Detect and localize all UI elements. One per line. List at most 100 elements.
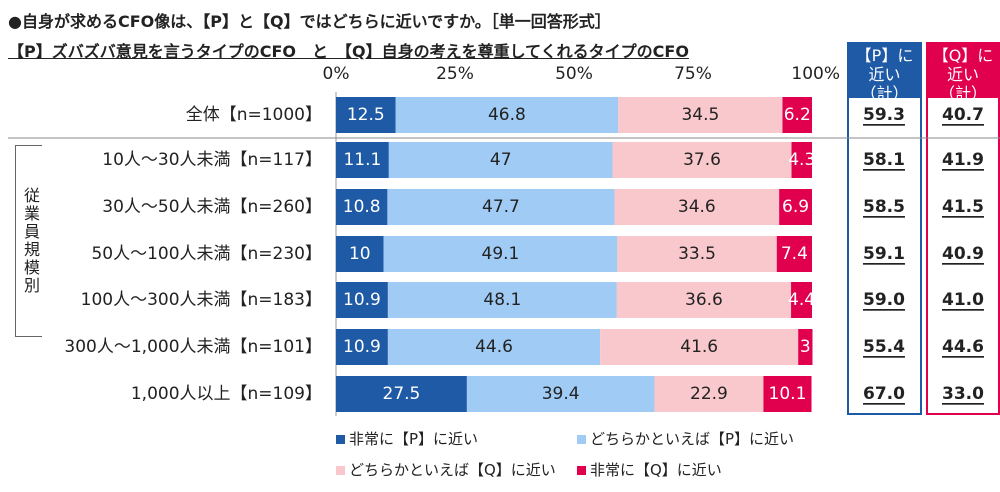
bar-value-label: 27.5 xyxy=(383,384,421,404)
bar-value-label: 3 xyxy=(800,337,811,357)
category-label: 10人～30人未満【n=117】 xyxy=(102,150,322,170)
bar-segment xyxy=(779,189,812,225)
bar-value-label: 47 xyxy=(490,150,512,170)
q-total-value: 33.0 xyxy=(942,384,984,404)
legend-label: 非常に【Q】に近い xyxy=(590,461,722,479)
q-total-value: 44.6 xyxy=(942,337,984,357)
bar-segment xyxy=(616,282,792,318)
legend-item-very-p: 非常に【P】に近い xyxy=(336,428,478,449)
bar-segment xyxy=(336,189,388,225)
p-total-value: 55.4 xyxy=(863,337,905,357)
bar-value-label: 4.3 xyxy=(788,150,815,170)
bar-segment xyxy=(466,376,655,412)
p-total-value: 58.5 xyxy=(863,197,905,217)
bar-value-label: 10 xyxy=(349,244,371,264)
bar-segment xyxy=(614,189,780,225)
bar-value-label: 49.1 xyxy=(482,244,520,264)
legend-swatch xyxy=(336,435,345,444)
bar-segment xyxy=(336,282,388,318)
bar-segment xyxy=(791,282,812,318)
x-tick-label: 50% xyxy=(555,64,593,84)
x-tick-label: 25% xyxy=(436,64,474,84)
bar-segment xyxy=(336,376,467,412)
legend-swatch xyxy=(336,466,345,475)
p-total-value: 58.1 xyxy=(863,150,905,170)
bar-segment xyxy=(763,376,812,412)
bar-value-label: 33.5 xyxy=(678,244,716,264)
category-label: 50人～100人未満【n=230】 xyxy=(91,244,322,264)
bar-value-label: 34.5 xyxy=(681,105,719,125)
q-total-value: 41.0 xyxy=(942,290,984,310)
legend-swatch xyxy=(577,435,586,444)
legend-swatch xyxy=(577,466,586,475)
bar-value-label: 48.1 xyxy=(483,290,521,310)
bar-value-label: 47.7 xyxy=(482,197,520,217)
p-total-value: 67.0 xyxy=(863,384,905,404)
legend-item-some-p: どちらかといえば【P】に近い xyxy=(577,428,794,449)
bar-value-label: 12.5 xyxy=(347,105,385,125)
bar-segment xyxy=(617,236,777,272)
bar-value-label: 39.4 xyxy=(542,384,580,404)
bar-value-label: 41.6 xyxy=(680,337,718,357)
p-total-value: 59.1 xyxy=(863,244,905,264)
q-total-value: 40.7 xyxy=(942,105,984,125)
bar-segment xyxy=(776,236,812,272)
q-total-value: 41.9 xyxy=(942,150,984,170)
bar-segment xyxy=(336,97,396,133)
bar-segment xyxy=(654,376,764,412)
bar-value-label: 36.6 xyxy=(685,290,723,310)
bar-value-label: 7.4 xyxy=(781,244,808,264)
p-total-header: 【P】に近い（計） xyxy=(849,44,920,103)
bar-value-label: 10.1 xyxy=(769,384,807,404)
bar-segment xyxy=(336,236,384,272)
category-label: 100人～300人未満【n=183】 xyxy=(81,290,322,310)
legend-item-some-q: どちらかといえば【Q】に近い xyxy=(336,459,556,480)
bar-segment xyxy=(791,142,812,178)
x-tick-label: 0% xyxy=(323,64,350,84)
bar-value-label: 6.9 xyxy=(782,197,809,217)
category-label: 全体【n=1000】 xyxy=(186,105,322,125)
category-label: 1,000人以上【n=109】 xyxy=(131,384,322,404)
legend-label: どちらかといえば【P】に近い xyxy=(590,430,795,448)
bar-segment xyxy=(612,142,792,178)
bar-value-label: 22.9 xyxy=(690,384,728,404)
bar-segment xyxy=(336,329,388,365)
bar-value-label: 11.1 xyxy=(343,150,381,170)
x-tick-label: 100% xyxy=(791,64,840,84)
bar-segment xyxy=(336,142,389,178)
bar-segment xyxy=(395,97,619,133)
bar-value-label: 46.8 xyxy=(488,105,526,125)
bar-value-label: 44.6 xyxy=(475,337,513,357)
chart-subtitle: 【P】ズバズバ意見を言うタイプのCFO と 【Q】自身の考えを尊重してくれるタイ… xyxy=(8,42,689,61)
bar-segment xyxy=(798,329,813,365)
bar-value-label: 10.9 xyxy=(343,337,381,357)
bar-value-label: 6.2 xyxy=(784,105,811,125)
q-total-header: 【Q】に近い（計） xyxy=(928,44,998,103)
group-label: 従業員規模別 xyxy=(15,145,42,337)
bar-value-label: 4.4 xyxy=(788,290,815,310)
q-total-value: 40.9 xyxy=(942,244,984,264)
bar-segment xyxy=(600,329,799,365)
bar-value-label: 10.8 xyxy=(343,197,381,217)
bar-value-label: 10.9 xyxy=(343,290,381,310)
category-label: 30人～50人未満【n=260】 xyxy=(102,197,322,217)
bar-segment xyxy=(782,97,812,133)
category-label: 300人～1,000人未満【n=101】 xyxy=(64,337,322,357)
bar-segment xyxy=(387,282,617,318)
p-total-value: 59.3 xyxy=(863,105,905,125)
bar-value-label: 37.6 xyxy=(683,150,721,170)
legend-item-very-q: 非常に【Q】に近い xyxy=(577,459,722,480)
q-total-value: 41.5 xyxy=(942,197,984,217)
q-total-box: 【Q】に近い（計） xyxy=(926,42,1000,415)
legend-label: どちらかといえば【Q】に近い xyxy=(349,461,556,479)
p-total-value: 59.0 xyxy=(863,290,905,310)
bar-segment xyxy=(387,189,615,225)
bar-segment xyxy=(383,236,618,272)
bar-value-label: 34.6 xyxy=(678,197,716,217)
legend-label: 非常に【P】に近い xyxy=(349,430,479,448)
bar-segment xyxy=(388,142,613,178)
p-total-box: 【P】に近い（計） xyxy=(847,42,922,415)
chart-title: ●自身が求めるCFO像は、【P】と【Q】ではどちらに近いですか。［単一回答形式］ xyxy=(8,12,611,31)
